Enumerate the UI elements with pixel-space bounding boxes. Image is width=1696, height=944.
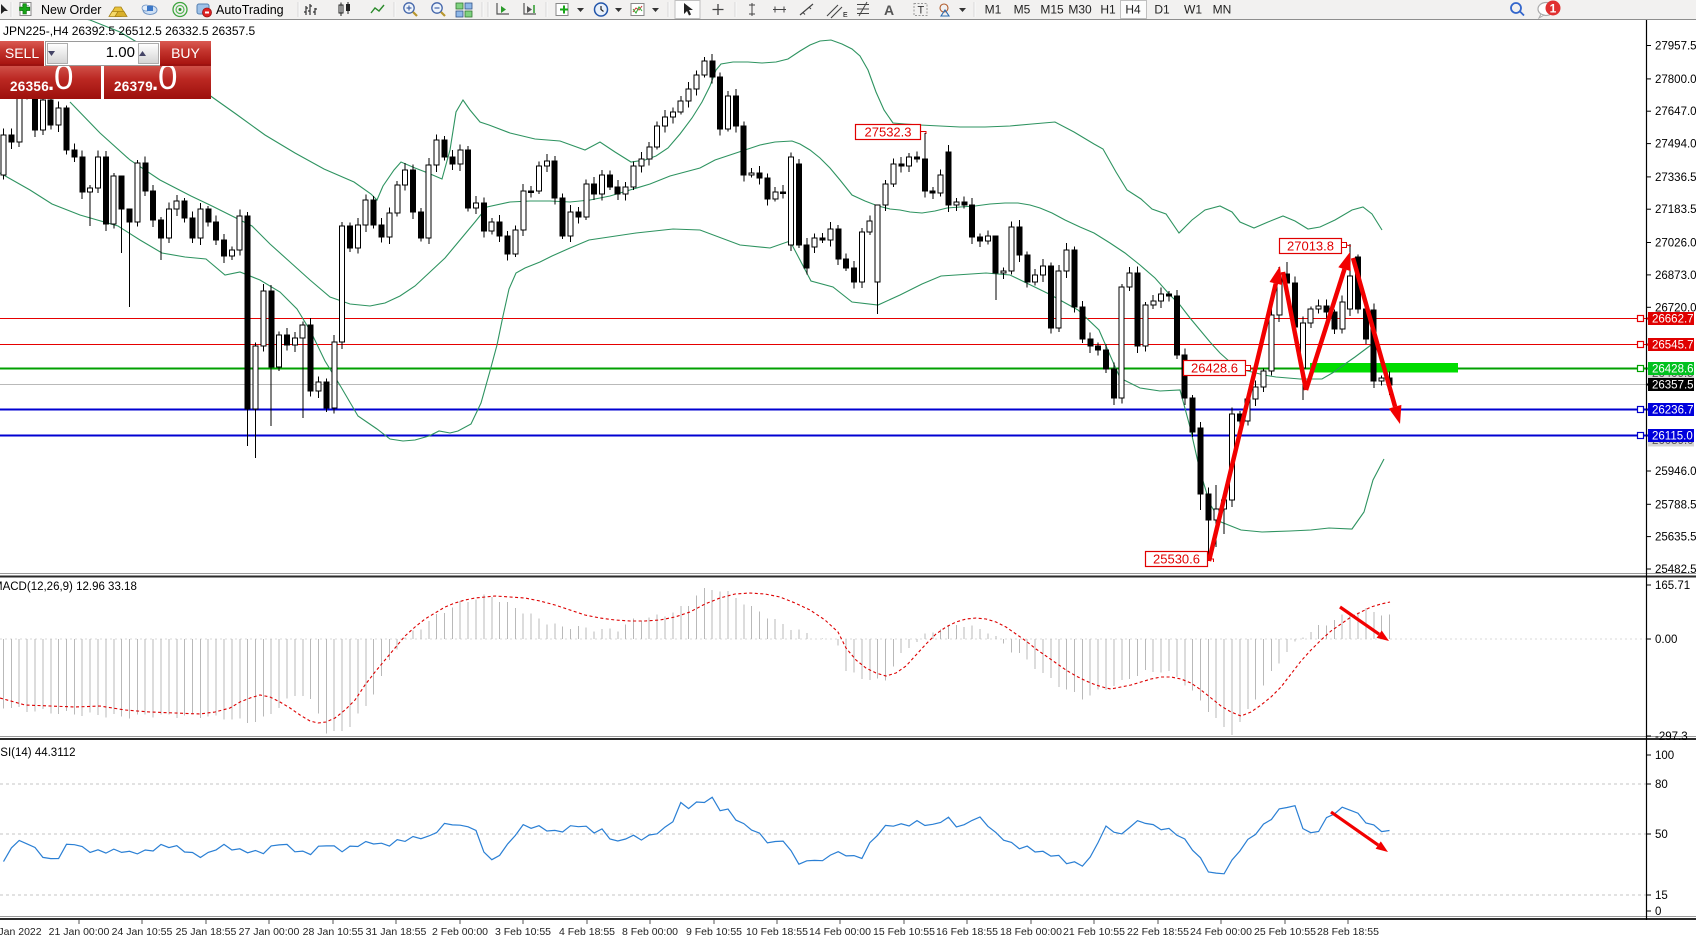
svg-text:AutoTrading: AutoTrading	[216, 3, 284, 17]
svg-text:26428.6: 26428.6	[1652, 364, 1694, 376]
svg-text:50: 50	[1655, 829, 1668, 841]
svg-text:M30: M30	[1068, 3, 1092, 17]
svg-text:0: 0	[1655, 906, 1661, 918]
svg-text:27336.5: 27336.5	[1655, 172, 1696, 184]
svg-text:A: A	[884, 2, 894, 18]
svg-text:0.00: 0.00	[1655, 634, 1677, 646]
svg-text:8 Feb 00:00: 8 Feb 00:00	[622, 926, 678, 938]
svg-text:4 Feb 18:55: 4 Feb 18:55	[559, 926, 615, 938]
svg-text:165.71: 165.71	[1655, 580, 1690, 592]
svg-text:15: 15	[1655, 890, 1668, 902]
svg-text:27494.0: 27494.0	[1655, 139, 1696, 151]
svg-text:26357.5: 26357.5	[1652, 380, 1694, 392]
svg-text:28 Feb 18:55: 28 Feb 18:55	[1317, 926, 1379, 938]
svg-text:25946.0: 25946.0	[1655, 466, 1696, 478]
svg-text:D1: D1	[1154, 3, 1170, 17]
svg-text:24 Feb 00:00: 24 Feb 00:00	[1190, 926, 1252, 938]
svg-text:M5: M5	[1014, 3, 1031, 17]
svg-text:M1: M1	[985, 3, 1002, 17]
svg-text:26236.7: 26236.7	[1652, 405, 1694, 417]
svg-text:25 Jan 18:55: 25 Jan 18:55	[176, 926, 237, 938]
svg-text:80: 80	[1655, 779, 1668, 791]
svg-text:3 Feb 10:55: 3 Feb 10:55	[495, 926, 551, 938]
svg-text:27183.5: 27183.5	[1655, 204, 1696, 216]
svg-text:22 Feb 18:55: 22 Feb 18:55	[1127, 926, 1189, 938]
svg-text:MN: MN	[1213, 3, 1232, 17]
svg-text:H1: H1	[1100, 3, 1116, 17]
svg-text:27026.0: 27026.0	[1655, 238, 1696, 250]
svg-text:21 Jan 00:00: 21 Jan 00:00	[49, 926, 110, 938]
svg-text:2 Feb 00:00: 2 Feb 00:00	[432, 926, 488, 938]
svg-text:JPN225-,H4 26392.5 26512.5 26: JPN225-,H4 26392.5 26512.5 26332.5 26357…	[3, 24, 256, 38]
svg-text:H4: H4	[1125, 3, 1141, 17]
svg-text:25 Feb 10:55: 25 Feb 10:55	[1254, 926, 1316, 938]
svg-text:27532.3: 27532.3	[865, 125, 912, 140]
svg-text:1: 1	[1550, 2, 1557, 16]
svg-text:18 Feb 00:00: 18 Feb 00:00	[1000, 926, 1062, 938]
svg-text:25482.5: 25482.5	[1655, 564, 1696, 576]
svg-text:100: 100	[1655, 750, 1674, 762]
svg-text:16 Feb 18:55: 16 Feb 18:55	[936, 926, 998, 938]
svg-text:27800.0: 27800.0	[1655, 74, 1696, 86]
svg-text:MACD(12,26,9) 12.96 33.18: MACD(12,26,9) 12.96 33.18	[0, 581, 137, 593]
svg-text:E: E	[843, 12, 848, 19]
svg-text:W1: W1	[1184, 3, 1202, 17]
svg-text:15 Feb 10:55: 15 Feb 10:55	[873, 926, 935, 938]
svg-text:26662.7: 26662.7	[1652, 314, 1694, 326]
svg-text:26720.0: 26720.0	[1655, 302, 1696, 314]
svg-text:27 Jan 00:00: 27 Jan 00:00	[239, 926, 300, 938]
svg-text:M15: M15	[1040, 3, 1064, 17]
svg-text:26873.0: 26873.0	[1655, 270, 1696, 282]
svg-text:10 Feb 18:55: 10 Feb 18:55	[746, 926, 808, 938]
svg-text:T: T	[918, 5, 925, 17]
svg-text:25788.5: 25788.5	[1655, 499, 1696, 511]
svg-text:27957.5: 27957.5	[1655, 41, 1696, 53]
svg-text:27013.8: 27013.8	[1287, 239, 1334, 254]
svg-text:25530.6: 25530.6	[1153, 552, 1200, 567]
svg-text:26428.6: 26428.6	[1191, 361, 1238, 376]
svg-text:RSI(14) 44.3112: RSI(14) 44.3112	[0, 747, 76, 759]
svg-text:-297.3: -297.3	[1655, 731, 1688, 743]
svg-text:26115.0: 26115.0	[1652, 431, 1693, 443]
svg-text:28 Jan 10:55: 28 Jan 10:55	[303, 926, 364, 938]
svg-text:Jan 2022: Jan 2022	[0, 926, 42, 938]
svg-text:New Order: New Order	[41, 3, 101, 17]
svg-text:25635.5: 25635.5	[1655, 532, 1696, 544]
svg-text:31 Jan 18:55: 31 Jan 18:55	[366, 926, 427, 938]
svg-text:26545.7: 26545.7	[1652, 340, 1694, 352]
svg-text:21 Feb 10:55: 21 Feb 10:55	[1063, 926, 1125, 938]
svg-text:24 Jan 10:55: 24 Jan 10:55	[112, 926, 173, 938]
svg-text:9 Feb 10:55: 9 Feb 10:55	[686, 926, 742, 938]
svg-text:14 Feb 00:00: 14 Feb 00:00	[809, 926, 871, 938]
svg-text:27647.0: 27647.0	[1655, 106, 1696, 118]
